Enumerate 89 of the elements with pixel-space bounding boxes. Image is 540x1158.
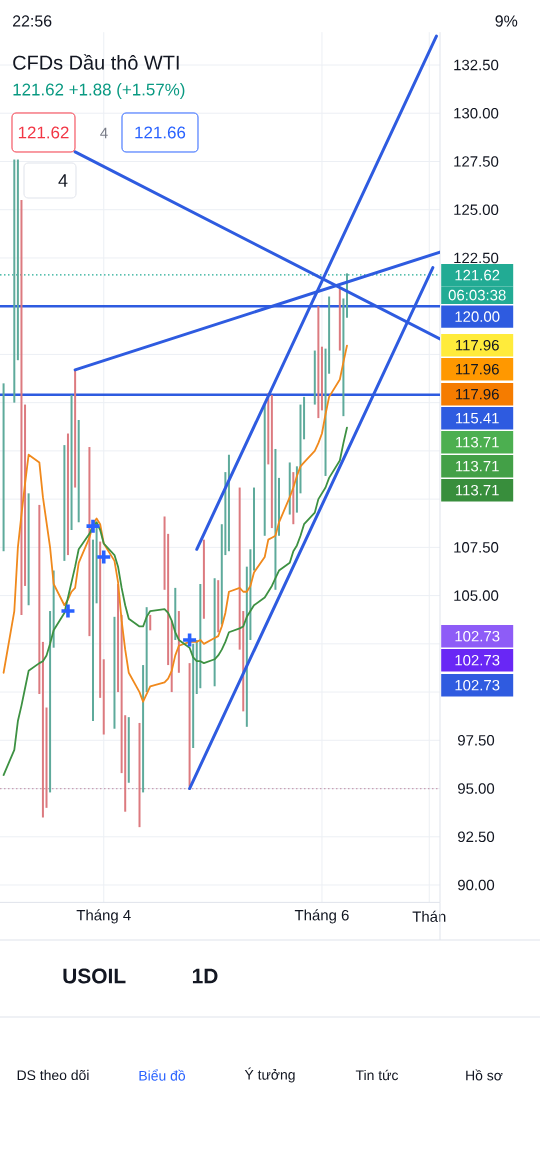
annotation: 121.66 [135, 126, 186, 139]
text: DS theo dõi [17, 1069, 89, 1081]
text: 06:03:38 [448, 289, 506, 301]
bar [138, 722, 141, 828]
text: Biểu đồ [139, 1069, 186, 1081]
bar [45, 707, 48, 808]
bar [303, 396, 306, 440]
bar [127, 717, 130, 783]
bar [338, 286, 341, 351]
bar [74, 369, 77, 488]
ref-line-label: 115.41 [456, 412, 499, 424]
y-tick-label: 130.00 [454, 107, 499, 119]
bar [145, 607, 148, 693]
bar [102, 659, 105, 735]
y-tick-label: 132.50 [454, 59, 499, 71]
bar [41, 641, 44, 818]
x-tick-label: Tháng 4 [76, 909, 131, 924]
bar [16, 159, 19, 361]
text: 117.96 [456, 388, 499, 400]
x-tick-label: Thán [412, 910, 446, 922]
annotation: 4 [58, 174, 68, 187]
bar [92, 539, 95, 722]
text: Ý tưởng [244, 1067, 295, 1083]
bar [113, 616, 116, 729]
bar [99, 541, 102, 698]
bar [217, 580, 220, 633]
text: 102.73 [455, 630, 500, 642]
bar [88, 447, 91, 637]
text: 102.73 [455, 679, 500, 691]
y-tick-label: 105.00 [454, 590, 499, 601]
bar [49, 611, 52, 793]
bar [66, 433, 69, 556]
text: 121.62 +1.88 (+1.57%) [13, 83, 185, 99]
x-tick-label: Tháng 6 [294, 909, 349, 924]
bar [13, 159, 16, 403]
bar [63, 445, 66, 561]
bar [252, 487, 255, 571]
bar [177, 611, 180, 673]
y-tick-label: 125.00 [454, 204, 499, 215]
bar [24, 404, 27, 586]
bar [227, 454, 230, 552]
text: 1D [192, 968, 218, 984]
bar [70, 394, 73, 530]
bar [2, 383, 5, 552]
ref-line-label: 120.00 [455, 311, 500, 322]
text: USOIL [63, 968, 126, 984]
annotation: 4 [100, 127, 108, 139]
text: Tin tức [355, 1069, 399, 1081]
bar [149, 614, 152, 631]
bar [213, 578, 216, 687]
point [59, 602, 77, 620]
bar [263, 404, 266, 536]
point [95, 548, 113, 566]
text: 22:56 [13, 15, 52, 27]
y-tick-label: 97.50 [458, 735, 495, 746]
bar [270, 394, 273, 529]
text: 113.71 [456, 436, 499, 448]
text: 117.96 [456, 363, 499, 375]
text: 102.73 [455, 654, 500, 666]
text: 113.71 [456, 484, 499, 496]
ref-line-label: 121.62 [455, 269, 500, 281]
y-tick-label: 107.50 [454, 542, 499, 553]
bar [267, 393, 270, 465]
bar [188, 663, 191, 787]
text: 113.71 [456, 460, 499, 472]
y-tick-label: 95.00 [458, 783, 495, 794]
bar [77, 420, 80, 523]
y-tick-label: 122.50 [454, 252, 499, 264]
bar [192, 643, 195, 749]
y-tick-label: 90.00 [458, 879, 495, 891]
bar [202, 539, 205, 619]
text: CFDs Dầu thô WTI [13, 54, 179, 70]
point [84, 517, 102, 535]
text: Hồ sơ [466, 1069, 503, 1081]
bar [27, 493, 30, 606]
annotation: 121.62 [18, 126, 69, 139]
point [181, 631, 198, 649]
text: 117.96 [456, 339, 499, 351]
bar [313, 350, 316, 405]
y-tick-label: 92.50 [458, 831, 495, 843]
bar [274, 448, 277, 590]
bar [20, 200, 23, 615]
bar [342, 298, 345, 417]
y-tick-label: 127.50 [454, 156, 499, 167]
bar [117, 584, 120, 693]
bar [38, 504, 41, 694]
text: 9% [495, 15, 518, 27]
bar [142, 665, 145, 793]
bar [320, 346, 323, 411]
